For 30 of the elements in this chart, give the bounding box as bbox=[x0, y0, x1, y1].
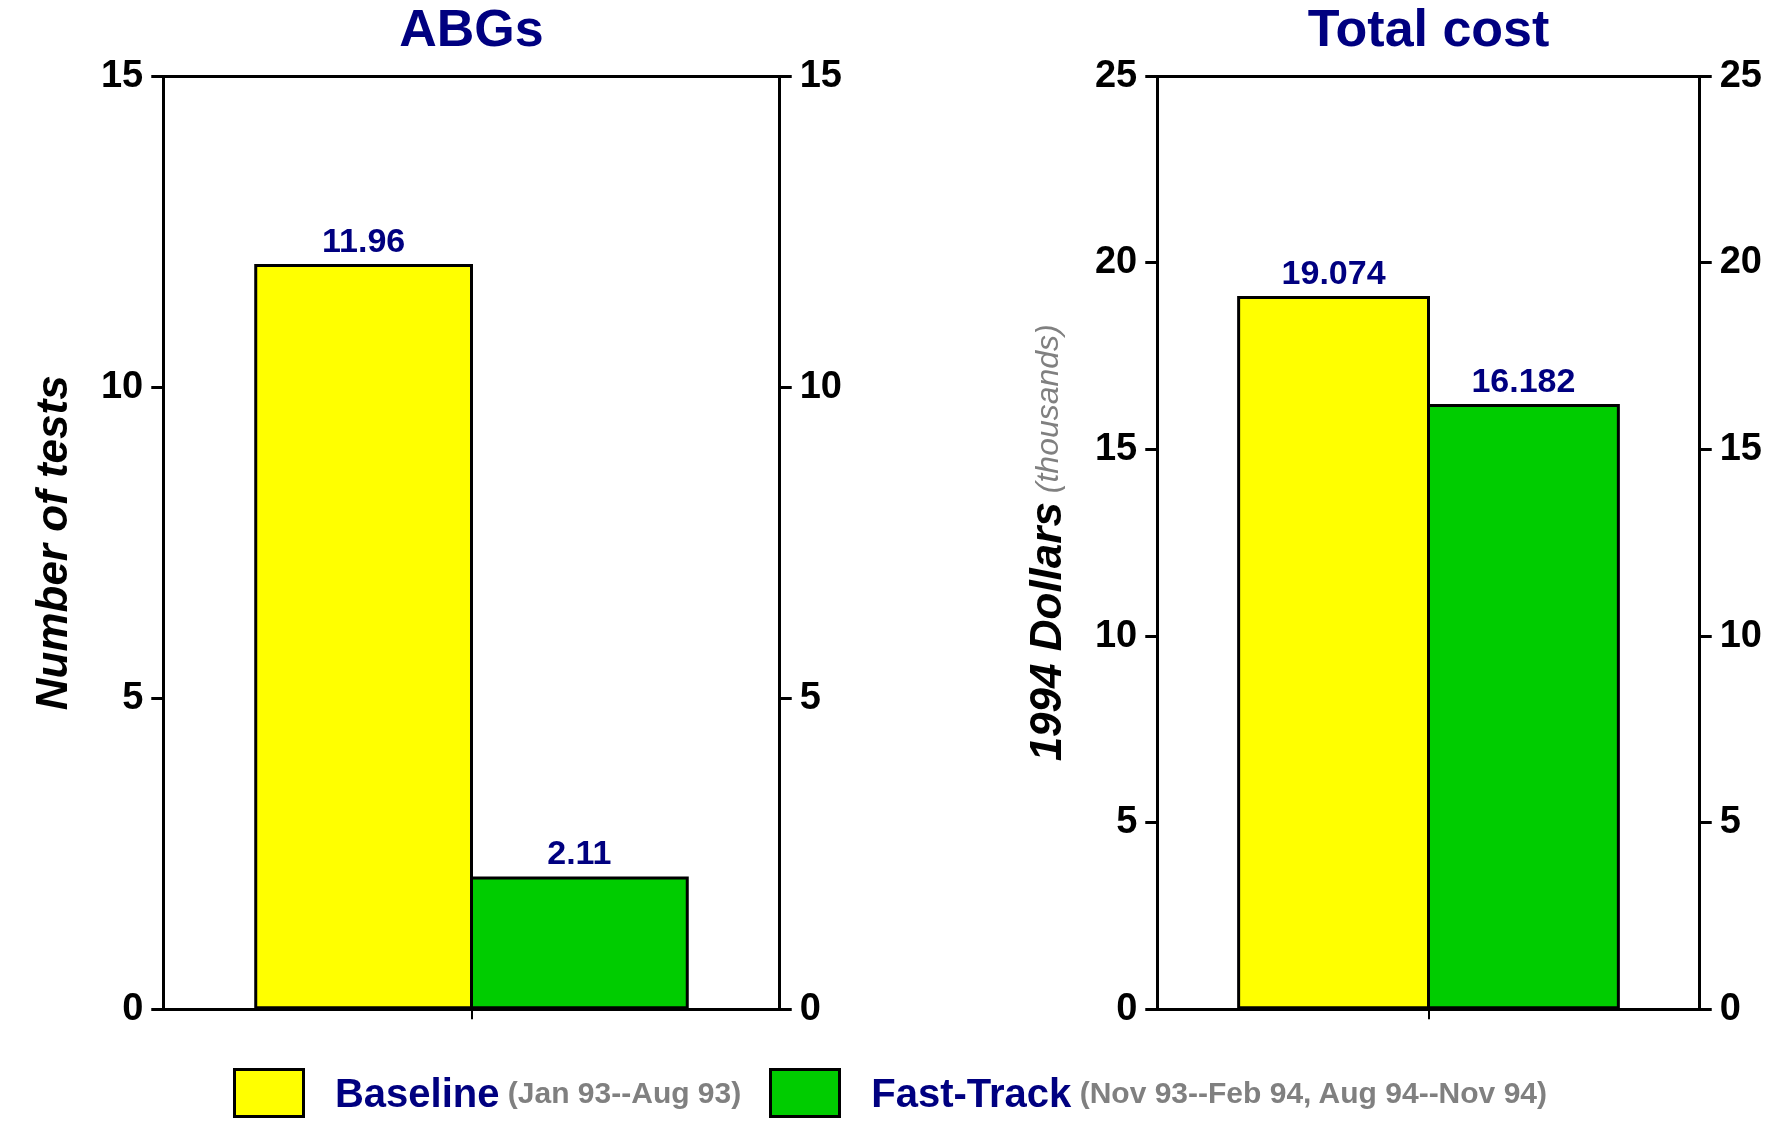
y-tick-label: 25 bbox=[1094, 52, 1138, 95]
y-tick-label: 20 bbox=[1094, 239, 1138, 282]
data-label: 2.11 bbox=[547, 833, 612, 872]
y2-tick-label: 0 bbox=[1719, 985, 1741, 1028]
y2-tick-label: 15 bbox=[799, 52, 843, 95]
y-tick-label: 10 bbox=[1094, 612, 1138, 655]
data-label: 19.074 bbox=[1281, 252, 1386, 291]
y2-tick-label: 10 bbox=[799, 363, 843, 406]
chart-title: Total cost bbox=[1307, 0, 1550, 57]
y2-tick-label: 20 bbox=[1719, 239, 1763, 282]
y-tick-label: 5 bbox=[1116, 799, 1138, 842]
y2-tick-label: 15 bbox=[1719, 426, 1763, 468]
y2-tick-label: 5 bbox=[799, 674, 821, 717]
y-tick-label: 15 bbox=[1094, 426, 1138, 468]
data-label: 11.96 bbox=[322, 220, 406, 259]
y-tick-label: 0 bbox=[1116, 985, 1138, 1028]
y2-tick-label: 25 bbox=[1719, 52, 1763, 95]
y-axis-title: Number of tests bbox=[27, 375, 77, 711]
y-axis-title: 1994 Dollars (thousands) bbox=[1021, 324, 1071, 762]
y2-tick-label: 10 bbox=[1719, 612, 1763, 655]
y-tick-label: 0 bbox=[122, 985, 144, 1028]
y2-tick-label: 5 bbox=[1719, 799, 1741, 842]
legend-label: Baseline (Jan 93--Aug 93) bbox=[334, 1070, 742, 1115]
y-tick-label: 10 bbox=[100, 363, 144, 406]
legend-label: Fast-Track (Nov 93--Feb 94, Aug 94--Nov 94) bbox=[871, 1070, 1547, 1115]
data-label: 16.182 bbox=[1471, 360, 1576, 399]
chart-title: ABGs bbox=[399, 0, 544, 57]
y2-tick-label: 0 bbox=[799, 985, 821, 1028]
y-tick-label: 5 bbox=[122, 674, 144, 717]
y-tick-label: 15 bbox=[100, 52, 144, 95]
